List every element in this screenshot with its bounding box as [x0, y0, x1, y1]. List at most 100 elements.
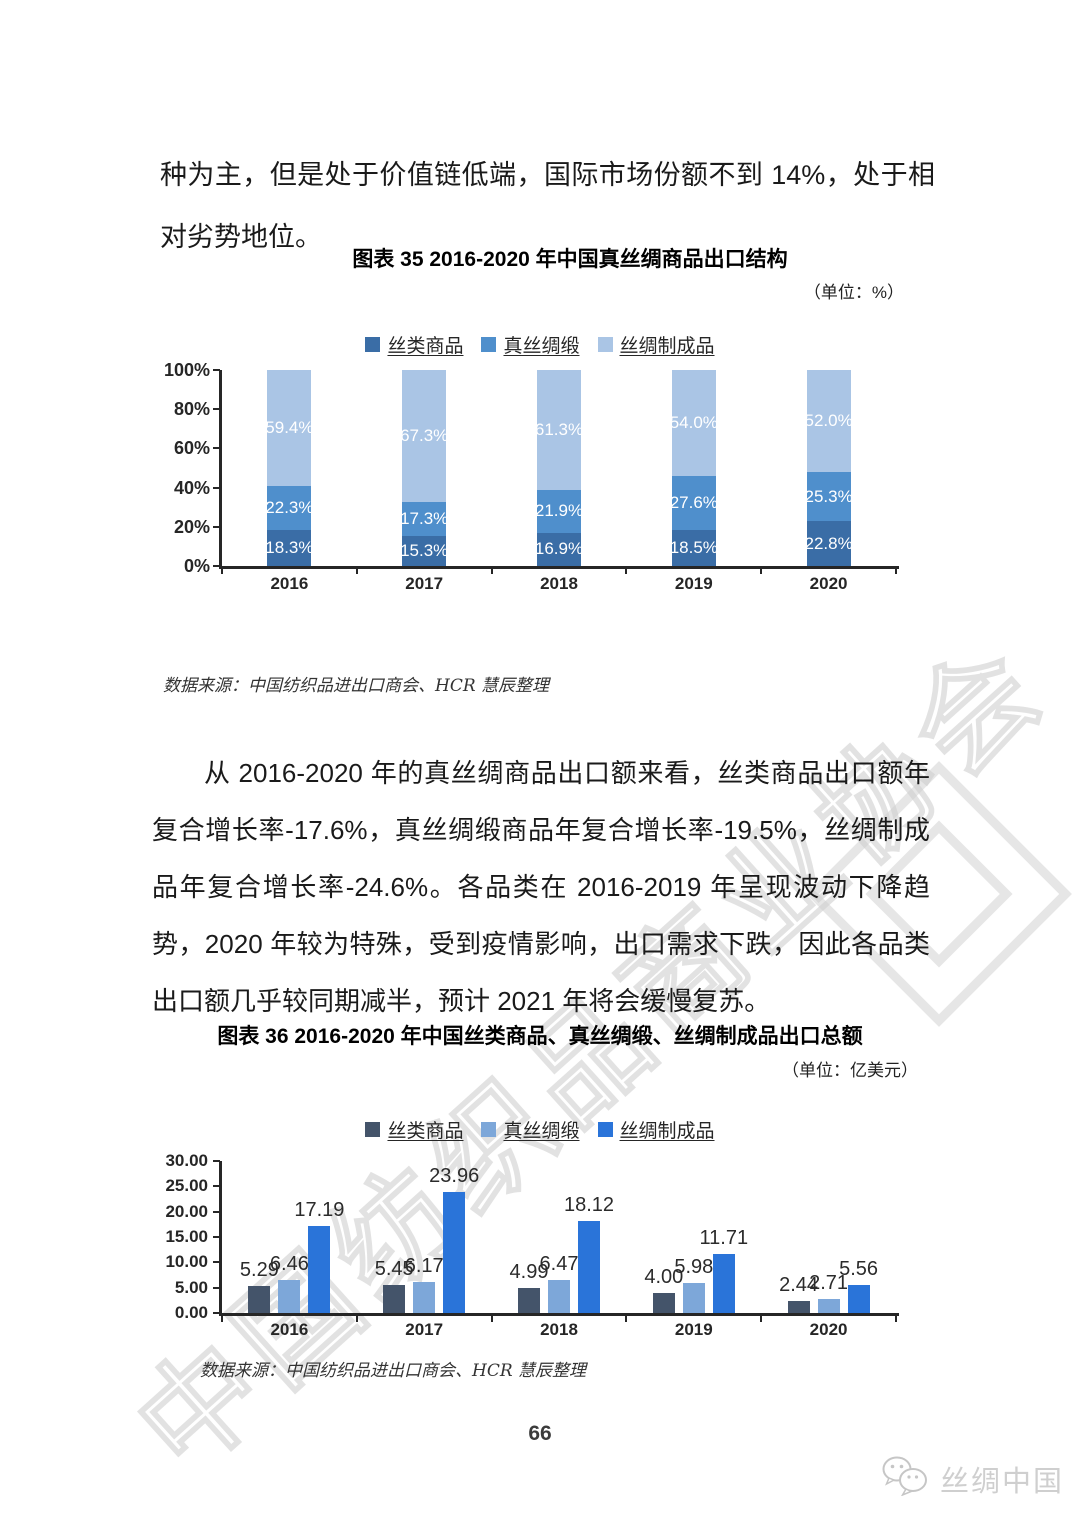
bar-value-label: 4.99 [509, 1260, 549, 1283]
x-axis-tick [760, 1316, 763, 1322]
bar-value-label: 17.19 [294, 1198, 345, 1221]
y-axis-tick-label: 20% [173, 516, 210, 537]
bar-segment-label: 27.6% [669, 492, 718, 512]
bar-segment-label: 67.3% [400, 426, 449, 446]
y-axis-tick [213, 525, 220, 528]
legend-swatch [597, 337, 613, 352]
y-axis-tick-label: 20.00 [165, 1201, 208, 1221]
y-axis-tick [213, 1185, 220, 1188]
bar-value-label: 6.46 [269, 1253, 309, 1276]
bar-segment-label: 21.9% [534, 501, 584, 521]
bar-value-label: 5.29 [239, 1259, 279, 1282]
legend-item: 丝绸制成品 [597, 331, 715, 358]
data-source-note: 数据来源：中国纺织品进出口商会、HCR 慧辰整理 [200, 1361, 587, 1381]
x-axis-tick [760, 569, 763, 574]
bar [847, 1284, 870, 1313]
bar-segment-label: 52.0% [804, 410, 853, 430]
bar-value-label: 23.96 [429, 1164, 480, 1187]
legend-label: 真丝绸缎 [503, 336, 580, 357]
bar-segment [267, 530, 312, 566]
x-axis-tick [895, 569, 897, 574]
x-axis-category-label: 2019 [674, 574, 713, 593]
bar-segment-label: 17.3% [400, 509, 449, 529]
legend-label: 真丝绸缎 [503, 1121, 580, 1142]
bar [682, 1282, 705, 1313]
chart-35-title: 图表 35 2016-2020 年中国真丝绸商品出口结构 [352, 248, 788, 271]
y-axis-tick-label: 10.00 [165, 1252, 208, 1272]
y-axis-tick-label: 25.00 [165, 1176, 208, 1196]
legend-swatch [365, 1122, 381, 1137]
paragraph-main: 从 2016-2020 年的真丝绸商品出口额来看，丝类商品出口额年复合增长率-1… [152, 758, 930, 1016]
bar-value-label: 6.17 [404, 1254, 444, 1277]
chart-36-plot: 30.00 25.00 20.00 15.00 10.00 5.00 0.00 5.29 6.4… [150, 1150, 1020, 1350]
wechat-icon [882, 1456, 930, 1501]
bar [383, 1285, 406, 1313]
bar-value-label: 2.44 [779, 1273, 819, 1296]
chart-36-title: 图表 36 2016-2020 年中国丝类商品、真丝绸缎、丝绸制成品出口总额 [217, 1025, 863, 1048]
bar-segment [402, 536, 447, 566]
x-axis-tick [221, 569, 223, 574]
bar-segment [537, 369, 581, 490]
y-axis-tick [213, 1160, 220, 1162]
y-axis-tick [213, 1261, 220, 1264]
bar-segment-label: 22.8% [804, 533, 853, 553]
footer-logo: 丝绸中国 [882, 1456, 1064, 1501]
y-axis-tick-label: 0% [183, 556, 210, 576]
y-axis-tick-label: 40% [173, 477, 210, 498]
paragraph-top: 种为主，但是处于价值链低端，国际市场份额不到 14%，处于相对劣势地位。 [160, 160, 935, 252]
x-axis-line [219, 566, 899, 569]
bar-segment [671, 369, 716, 476]
bar-segment [806, 521, 851, 566]
legend-swatch [481, 337, 497, 352]
legend-item: 真丝绸缎 [481, 331, 580, 358]
y-axis-tick [213, 408, 220, 411]
bar-segment [537, 532, 581, 566]
y-axis-tick-label: 80% [173, 399, 210, 420]
data-source-note: 数据来源：中国纺织品进出口商会、HCR 慧辰整理 [163, 676, 550, 696]
bar-segment [806, 471, 851, 522]
bar-value-label: 11.71 [699, 1226, 749, 1249]
x-axis-category-label: 2019 [674, 1320, 713, 1339]
x-axis-category-label: 2017 [405, 1320, 444, 1339]
x-axis-category-label: 2017 [405, 574, 444, 593]
x-axis-tick [625, 1316, 628, 1322]
x-axis-tick [221, 1316, 223, 1322]
bar [578, 1221, 600, 1313]
y-axis-line [219, 1161, 222, 1316]
x-axis-line [219, 1313, 899, 1316]
bar-segment-label: 18.3% [265, 538, 314, 558]
chart-36-unit: （单位：亿美元） [782, 1061, 918, 1080]
bar [308, 1225, 331, 1313]
x-axis-category-label: 2018 [540, 1320, 578, 1339]
y-axis-tick-label: 15.00 [165, 1227, 208, 1246]
x-axis-tick [490, 569, 493, 574]
bar-segment [537, 489, 581, 533]
legend-item: 丝类商品 [365, 1116, 463, 1143]
bar-segment-label: 54.0% [669, 412, 718, 432]
bar-segment-label: 61.3% [534, 419, 584, 439]
chart-35-legend: 丝类商品 真丝绸缎 丝绸制成品 [0, 331, 1080, 358]
bar-segment-label: 15.3% [400, 541, 449, 560]
y-axis-tick [213, 565, 220, 567]
bar [278, 1280, 301, 1313]
footer-logo-text: 丝绸中国 [940, 1465, 1065, 1498]
bar-value-label: 2.71 [809, 1272, 849, 1295]
x-axis-tick [490, 1316, 493, 1322]
y-axis-tick-label: 60% [173, 438, 210, 459]
bar-segment [671, 529, 716, 566]
bar-value-label: 5.98 [674, 1255, 714, 1278]
x-axis-tick [355, 569, 358, 574]
legend-swatch [365, 337, 381, 352]
y-axis-tick [213, 1210, 220, 1213]
bar-segment-label: 18.5% [669, 537, 718, 557]
legend-swatch [481, 1122, 497, 1137]
bar [548, 1280, 570, 1313]
y-axis-tick-label: 5.00 [174, 1277, 208, 1297]
bar-segment [267, 486, 312, 531]
y-axis-tick [213, 1286, 220, 1289]
bar-value-label: 6.47 [539, 1253, 579, 1276]
y-axis-tick-label: 100% [163, 360, 210, 380]
y-axis-tick-label: 0.00 [174, 1303, 208, 1322]
legend-label: 丝类商品 [387, 1121, 464, 1142]
